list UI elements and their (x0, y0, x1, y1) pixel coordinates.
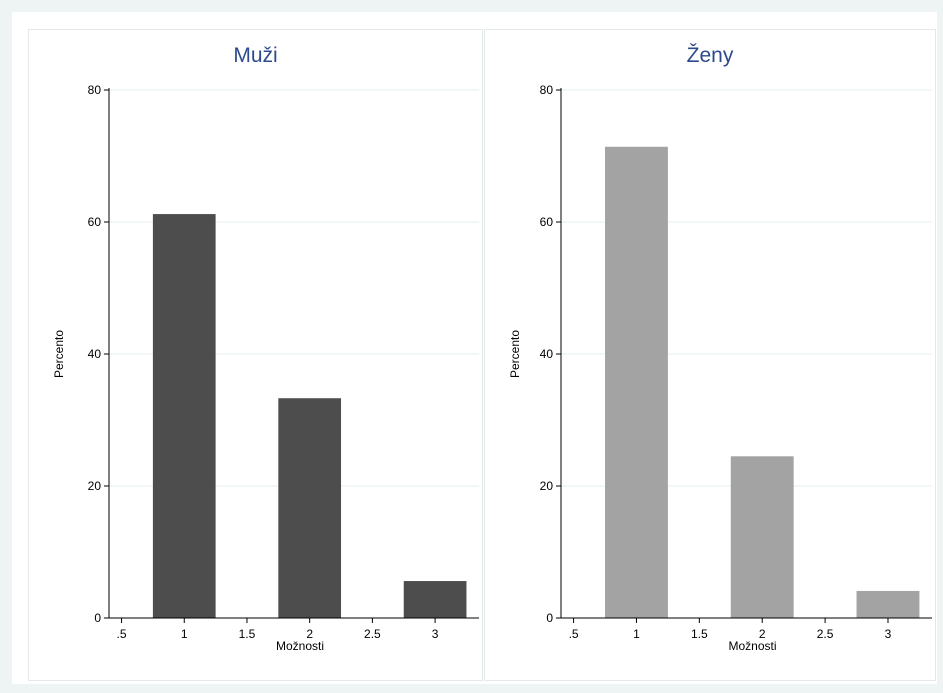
x-tick-label: 1.5 (239, 627, 256, 641)
x-tick-label: 2.5 (364, 627, 381, 641)
y-tick-label: 40 (88, 347, 102, 361)
y-axis-label: Percento (52, 330, 66, 378)
y-tick-label: 80 (540, 83, 554, 97)
x-tick-label: 2 (759, 627, 766, 641)
chart-plot: 0 20 40 60 80 .5 1 1.5 2 2.5 3 Možnosti Percento (52, 83, 479, 653)
chart-panel-zeny: Ženy 0 20 40 60 80 .5 1 1.5 2 2.5 3 Možnosti Percent… (484, 29, 936, 681)
y-tick-label: 80 (88, 83, 102, 97)
y-tick-label: 0 (546, 611, 553, 625)
bar-1 (605, 146, 668, 618)
bar-3 (403, 581, 467, 618)
y-tick-label: 20 (540, 479, 554, 493)
chart-plot: 0 20 40 60 80 .5 1 1.5 2 2.5 3 Možnosti Percento (508, 83, 932, 653)
bar-1 (152, 214, 216, 618)
y-axis-label: Percento (508, 330, 522, 378)
y-tick-label: 20 (88, 479, 102, 493)
x-tick-label: .5 (117, 627, 127, 641)
x-axis-label: Možnosti (276, 639, 324, 653)
x-tick-label: 2 (306, 627, 313, 641)
y-tick-label: 0 (94, 611, 101, 625)
x-tick-label: 1 (633, 627, 640, 641)
bar-2 (730, 456, 794, 618)
x-tick-label: 2.5 (817, 627, 834, 641)
y-tick-label: 60 (88, 215, 102, 229)
x-axis-label: Možnosti (728, 639, 776, 653)
y-tick-label: 60 (540, 215, 554, 229)
x-tick-label: 3 (885, 627, 892, 641)
bar-3 (856, 590, 920, 618)
x-tick-label: 1.5 (691, 627, 708, 641)
figure: Muži 0 20 40 60 80.5 1 1.5 2 2.5 3 Možnosti Percent… (12, 12, 937, 684)
x-tick-label: .5 (569, 627, 579, 641)
y-tick-label: 40 (540, 347, 554, 361)
chart-title: Muži (233, 44, 278, 67)
chart-title: Ženy (686, 44, 734, 67)
bar-2 (278, 398, 342, 618)
chart-panel-muzi: Muži 0 20 40 60 80 .5 1 1.5 2 2.5 3 Možnosti Percent… (28, 29, 483, 681)
x-tick-label: 1 (181, 627, 188, 641)
x-tick-label: 3 (432, 627, 439, 641)
